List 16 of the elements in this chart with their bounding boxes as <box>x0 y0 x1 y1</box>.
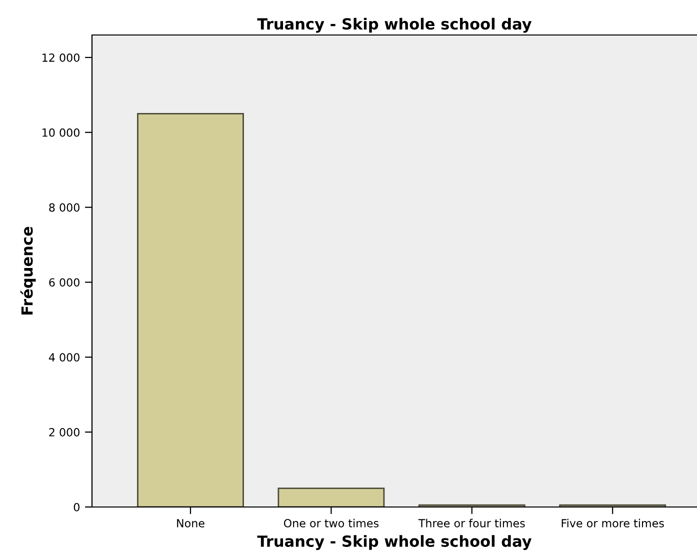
x-tick-label: One or two times <box>284 518 379 528</box>
bar <box>137 112 244 507</box>
y-tick-label: 10 000 <box>42 128 80 137</box>
y-tick-label: 6 000 <box>49 278 80 287</box>
y-tick-label: 4 000 <box>48 353 80 362</box>
y-tick-label: 0 <box>74 502 80 512</box>
y-axis-title: Fréquence <box>20 226 36 315</box>
x-tick-label: Three or four times <box>418 518 525 528</box>
y-tick-label: 8 000 <box>49 203 80 212</box>
x-axis-title: Truancy - Skip whole school day <box>257 535 532 550</box>
y-tick-label: 2 000 <box>49 428 80 436</box>
y-tick-label: 12 000 <box>42 53 80 62</box>
x-tick-label: None <box>177 519 204 528</box>
chart-title: Truancy - Skip whole school day <box>257 18 532 33</box>
x-tick-label: Five or more times <box>562 518 664 528</box>
bar <box>278 488 385 507</box>
